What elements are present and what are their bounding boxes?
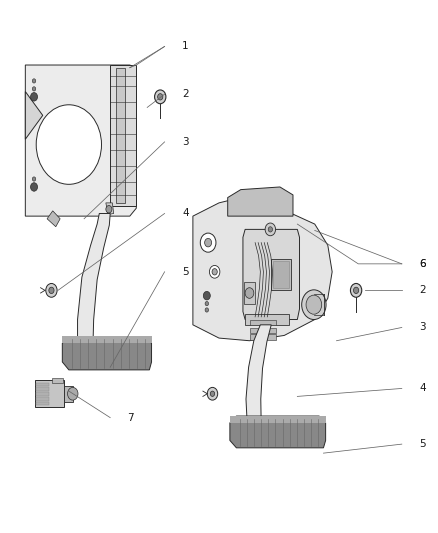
Text: 5: 5 (182, 267, 189, 277)
Circle shape (205, 238, 212, 247)
Circle shape (155, 90, 166, 104)
Text: 1: 1 (182, 42, 189, 52)
Bar (36, 387, 49, 391)
Polygon shape (62, 336, 152, 370)
Circle shape (31, 183, 38, 191)
Text: 6: 6 (419, 259, 426, 269)
Bar (36, 397, 49, 401)
Bar (64, 386, 73, 402)
Text: 5: 5 (419, 439, 426, 449)
Text: 4: 4 (419, 383, 426, 393)
Circle shape (200, 233, 216, 252)
Circle shape (350, 284, 362, 297)
Polygon shape (78, 214, 110, 367)
Bar (62, 336, 152, 343)
Circle shape (245, 288, 254, 298)
Text: 3: 3 (182, 137, 189, 147)
Circle shape (212, 269, 217, 275)
Bar (251, 320, 276, 325)
Text: 7: 7 (127, 413, 134, 423)
Polygon shape (246, 325, 271, 441)
Circle shape (32, 177, 36, 181)
Circle shape (31, 93, 38, 101)
Circle shape (209, 265, 220, 278)
Circle shape (49, 287, 54, 294)
Bar (36, 383, 49, 386)
Polygon shape (25, 65, 136, 216)
Circle shape (205, 302, 208, 306)
Circle shape (207, 387, 218, 400)
Polygon shape (245, 314, 289, 325)
Circle shape (353, 287, 359, 294)
Polygon shape (243, 229, 300, 319)
Polygon shape (106, 203, 114, 215)
Polygon shape (25, 92, 43, 139)
Circle shape (306, 295, 322, 314)
Bar (251, 328, 276, 333)
Text: 2: 2 (182, 89, 189, 99)
Circle shape (302, 290, 326, 319)
Bar (314, 294, 325, 316)
Circle shape (32, 79, 36, 83)
Bar (251, 334, 276, 340)
Bar (116, 68, 124, 203)
Bar (271, 259, 291, 290)
Circle shape (36, 105, 102, 184)
Circle shape (268, 227, 272, 232)
Circle shape (265, 223, 276, 236)
Text: 2: 2 (419, 285, 426, 295)
Circle shape (32, 87, 36, 91)
Polygon shape (47, 211, 60, 227)
Circle shape (210, 391, 215, 397)
Circle shape (106, 206, 112, 213)
Polygon shape (110, 65, 136, 206)
Polygon shape (193, 198, 332, 341)
Bar (52, 378, 63, 383)
Polygon shape (230, 416, 325, 448)
Text: 3: 3 (419, 322, 426, 333)
Polygon shape (228, 187, 293, 216)
Circle shape (203, 292, 210, 300)
Circle shape (158, 94, 163, 100)
Bar (36, 392, 49, 396)
Text: 6: 6 (419, 259, 426, 269)
Circle shape (67, 387, 78, 400)
Circle shape (46, 284, 57, 297)
Bar (273, 261, 289, 288)
Text: 4: 4 (182, 208, 189, 219)
Circle shape (205, 308, 208, 312)
Bar (36, 402, 49, 406)
Bar (244, 282, 255, 304)
Bar (35, 381, 64, 407)
Bar (230, 416, 325, 423)
